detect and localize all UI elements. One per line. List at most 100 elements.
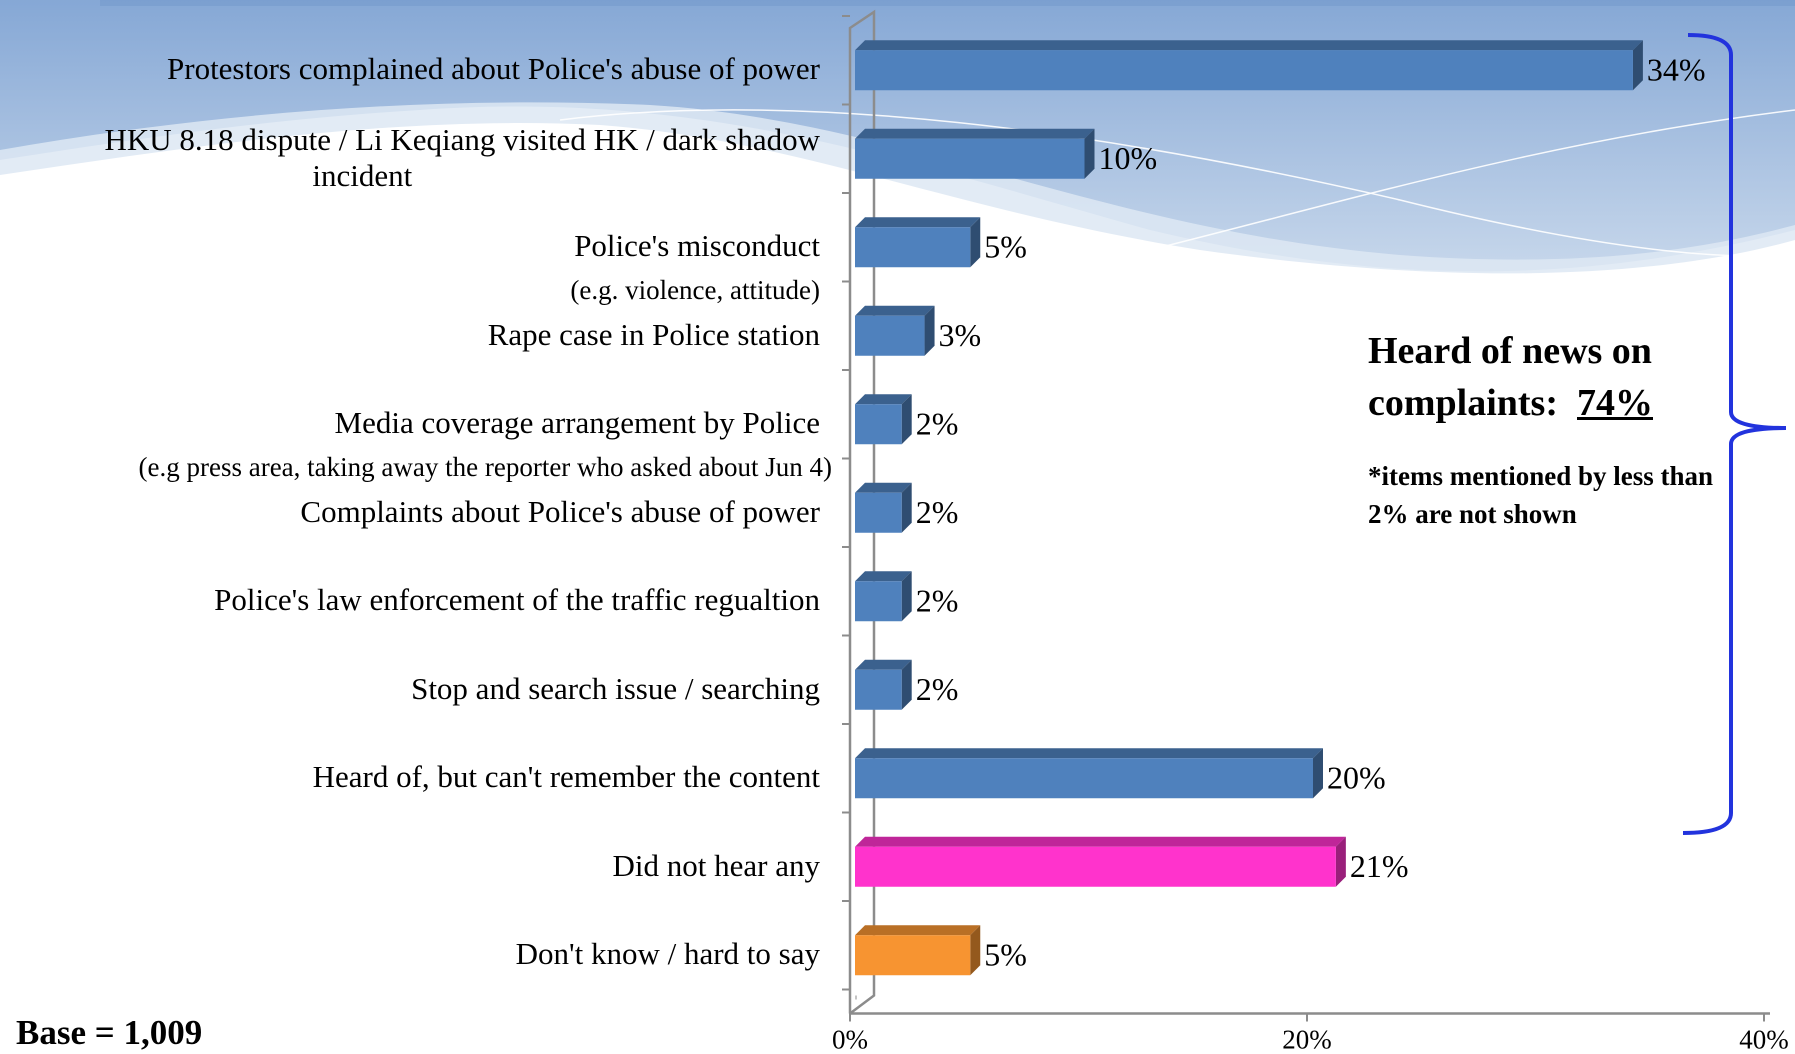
x-tick-label: 20%	[1282, 1025, 1332, 1054]
category-label-line: Complaints about Police's abuse of power	[300, 493, 820, 529]
callout-box: Heard of news on complaints: 74% *items …	[1368, 325, 1728, 533]
bar-top-face	[855, 748, 1323, 759]
chart-value-labels: 34% 10% 5% 3% 2% 2% 2% 2% 20% 21% 5%	[916, 52, 1706, 973]
bar-value-label: 2%	[916, 671, 959, 707]
bar	[855, 217, 981, 268]
bar-value-label: 2%	[916, 406, 959, 442]
category-label-line: Heard of, but can't remember the content	[312, 759, 820, 795]
axis-wall	[848, 9, 876, 1015]
bar-top-face	[855, 836, 1346, 847]
category-sub-label: (e.g press area, taking away the reporte…	[138, 451, 833, 482]
bar-value-label: 10%	[1099, 140, 1158, 176]
category-label-line: Police's misconduct	[574, 228, 820, 264]
bar-side-face	[1335, 836, 1346, 887]
bar-side-face	[901, 482, 912, 533]
x-tick-label: 40%	[1739, 1025, 1789, 1054]
bar	[855, 128, 1095, 179]
bar-front-face	[855, 227, 971, 268]
category-label: Protestors complained about Police's abu…	[167, 51, 820, 87]
category-label: Don't know / hard to say	[516, 936, 820, 972]
bar	[855, 482, 912, 533]
callout-title: Heard of news on complaints: 74%	[1368, 325, 1728, 429]
chart-x-ticks: 0% 20% 40%	[832, 1013, 1789, 1054]
category-label-line: Stop and search issue / searching	[411, 670, 820, 706]
category-sub-label: (e.g. violence, attitude)	[570, 274, 820, 305]
bar-value-label: 3%	[939, 317, 982, 353]
bar-front-face	[855, 935, 971, 976]
category-label: Heard of, but can't remember the content	[313, 759, 820, 795]
category-label-line: Protestors complained about Police's abu…	[167, 51, 820, 87]
bar-front-face	[855, 846, 1336, 887]
bar-value-label: 21%	[1350, 848, 1409, 884]
category-label: Police's law enforcement of the traffic …	[214, 582, 820, 618]
bar-top-face	[855, 925, 981, 936]
bar-side-face	[1632, 40, 1643, 91]
bar-front-face	[855, 581, 902, 622]
bar	[855, 394, 912, 445]
bar-value-label: 20%	[1327, 760, 1386, 796]
bar	[855, 571, 912, 622]
bar	[855, 305, 935, 356]
category-label-line: Don't know / hard to say	[515, 936, 820, 972]
bar-side-face	[970, 925, 981, 976]
bar-side-face	[1313, 748, 1323, 799]
bar-side-face	[901, 394, 912, 445]
bar	[855, 748, 1323, 799]
bar-side-face	[924, 305, 935, 356]
bar-front-face	[855, 404, 902, 445]
bar-front-face	[855, 50, 1633, 91]
category-label: HKU 8.18 dispute / Li Keqiang visited HK…	[105, 122, 820, 194]
category-label: Stop and search issue / searching	[411, 671, 820, 707]
chart-bars	[855, 40, 1643, 976]
bar-front-face	[855, 669, 902, 710]
bar-front-face	[855, 315, 925, 356]
bar-top-face	[855, 40, 1643, 51]
bar-front-face	[855, 492, 902, 533]
callout-title-prefix: complaints:	[1368, 382, 1558, 424]
bar-side-face	[970, 217, 981, 268]
bar	[855, 836, 1346, 887]
bar-side-face	[1084, 128, 1095, 179]
bar-value-label: 2%	[916, 494, 959, 530]
category-label: Media coverage arrangement by Police	[335, 405, 820, 441]
background-wave-highlight	[0, 102, 1795, 274]
category-label-line: incident	[312, 157, 413, 193]
bar-value-label: 5%	[984, 229, 1027, 265]
bar-value-label: 5%	[984, 937, 1027, 973]
category-label: Rape case in Police station	[488, 317, 820, 353]
background-wave-line	[559, 109, 1795, 257]
category-label: Did not hear any	[613, 848, 820, 884]
category-label-line: Media coverage arrangement by Police	[334, 405, 820, 441]
bar-top-face	[855, 571, 912, 582]
bar-side-face	[901, 659, 912, 710]
bar-value-label: 34%	[1647, 52, 1706, 88]
bar-front-face	[855, 138, 1085, 179]
bar	[855, 925, 981, 976]
chart-axes	[842, 9, 1770, 1015]
bar-top-face	[855, 217, 981, 228]
total-bracket	[1682, 33, 1787, 835]
base-note: Base = 1,009	[16, 1013, 203, 1052]
bar	[855, 659, 912, 710]
bar	[855, 40, 1643, 91]
callout-title-line1: Heard of news on	[1368, 330, 1652, 372]
callout-total: 74%	[1577, 382, 1653, 424]
category-label-line: Rape case in Police station	[487, 316, 820, 352]
bar-value-label: 2%	[916, 583, 959, 619]
category-label-line: Did not hear any	[612, 847, 820, 883]
bar-side-face	[901, 571, 912, 622]
category-label: Complaints about Police's abuse of power	[300, 494, 820, 530]
bar-top-face	[855, 482, 912, 493]
bar-top-face	[855, 128, 1095, 139]
x-tick-label: 0%	[832, 1025, 868, 1054]
background-wave-line	[1149, 109, 1795, 251]
category-label-line: HKU 8.18 dispute / Li Keqiang visited HK…	[104, 121, 820, 157]
category-label: Police's misconduct	[574, 228, 820, 264]
bar-top-face	[855, 394, 912, 405]
category-label-line: Police's law enforcement of the traffic …	[214, 582, 820, 618]
bar-top-face	[855, 659, 912, 670]
bar-top-face	[855, 305, 935, 316]
callout-note: *items mentioned by less than 2% are not…	[1368, 461, 1714, 529]
bar-front-face	[855, 758, 1313, 799]
